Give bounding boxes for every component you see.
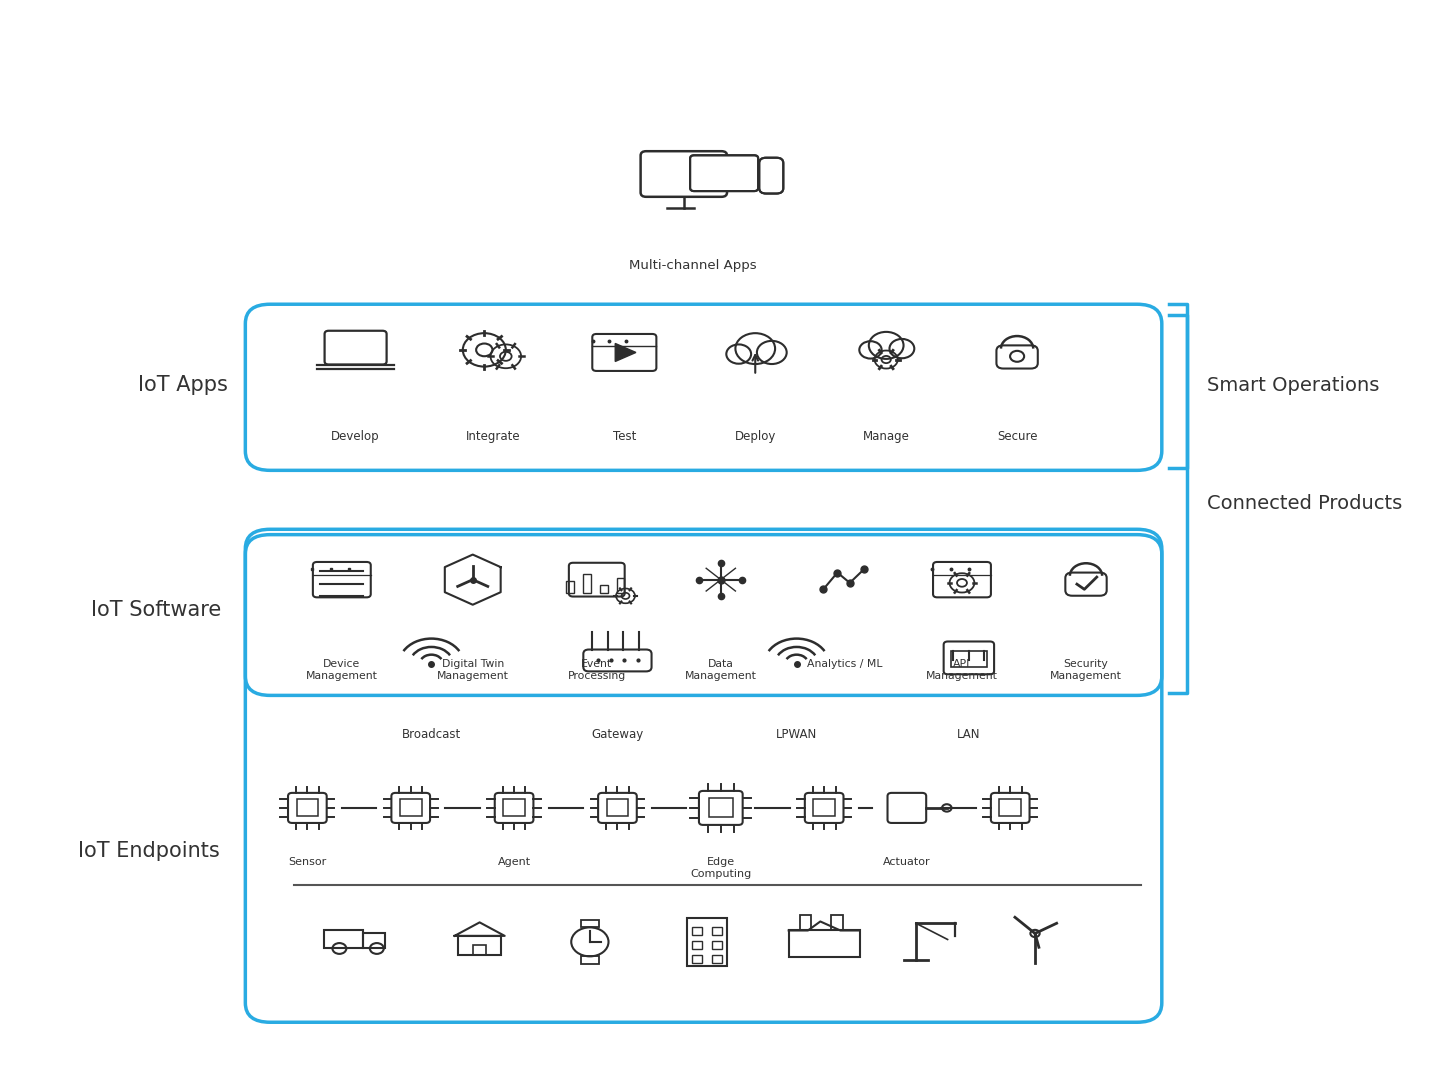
Bar bbox=[566, 581, 573, 593]
Text: Integrate: Integrate bbox=[467, 430, 521, 443]
Text: Event
Processing: Event Processing bbox=[567, 659, 626, 680]
Text: Smart Operations: Smart Operations bbox=[1207, 376, 1380, 395]
Bar bbox=[713, 955, 723, 962]
Text: Agent: Agent bbox=[497, 858, 531, 867]
Bar bbox=[458, 936, 501, 956]
Text: Multi-channel Apps: Multi-channel Apps bbox=[629, 259, 757, 272]
Bar bbox=[691, 927, 701, 935]
Text: Device
Management: Device Management bbox=[305, 659, 377, 680]
Bar bbox=[474, 945, 485, 956]
Bar bbox=[691, 941, 701, 948]
Text: Test: Test bbox=[612, 430, 636, 443]
Text: LPWAN: LPWAN bbox=[776, 728, 818, 741]
Bar bbox=[580, 919, 599, 928]
Bar bbox=[583, 575, 590, 593]
Bar bbox=[708, 798, 733, 818]
Text: Secure: Secure bbox=[996, 430, 1037, 443]
Text: Edge
Computing: Edge Computing bbox=[690, 858, 752, 879]
FancyBboxPatch shape bbox=[690, 156, 759, 191]
Text: IoT Apps: IoT Apps bbox=[138, 375, 229, 394]
Text: Data
Management: Data Management bbox=[685, 659, 757, 680]
Text: LAN: LAN bbox=[958, 728, 981, 741]
Text: Actuator: Actuator bbox=[883, 858, 930, 867]
Text: Digital Twin
Management: Digital Twin Management bbox=[436, 659, 508, 680]
Bar bbox=[952, 651, 986, 667]
Bar bbox=[713, 941, 723, 948]
Text: IoT Endpoints: IoT Endpoints bbox=[78, 841, 220, 861]
Bar bbox=[324, 931, 363, 948]
Bar bbox=[606, 799, 628, 816]
Bar bbox=[400, 799, 422, 816]
Text: Sensor: Sensor bbox=[288, 858, 327, 867]
Bar bbox=[687, 918, 727, 966]
Text: Connected Products: Connected Products bbox=[1207, 494, 1403, 513]
Bar bbox=[503, 799, 526, 816]
Bar bbox=[616, 578, 625, 593]
Text: Broadcast: Broadcast bbox=[402, 728, 461, 741]
Bar bbox=[363, 933, 384, 948]
Bar bbox=[297, 799, 318, 816]
Bar bbox=[814, 799, 835, 816]
Bar bbox=[580, 957, 599, 964]
Bar bbox=[600, 584, 608, 593]
Text: Manage: Manage bbox=[863, 430, 910, 443]
Bar bbox=[799, 915, 811, 931]
Bar bbox=[691, 955, 701, 962]
Text: API
Management: API Management bbox=[926, 659, 998, 680]
Text: Deploy: Deploy bbox=[734, 430, 776, 443]
Text: Gateway: Gateway bbox=[592, 728, 644, 741]
Bar bbox=[831, 915, 842, 931]
Bar bbox=[713, 927, 723, 935]
Text: Analytics / ML: Analytics / ML bbox=[806, 659, 883, 669]
Polygon shape bbox=[615, 343, 636, 362]
Text: IoT Software: IoT Software bbox=[91, 599, 220, 620]
Bar bbox=[999, 799, 1021, 816]
Text: Security
Management: Security Management bbox=[1050, 659, 1122, 680]
FancyBboxPatch shape bbox=[759, 158, 783, 193]
Text: Develop: Develop bbox=[331, 430, 380, 443]
Bar bbox=[789, 931, 860, 957]
